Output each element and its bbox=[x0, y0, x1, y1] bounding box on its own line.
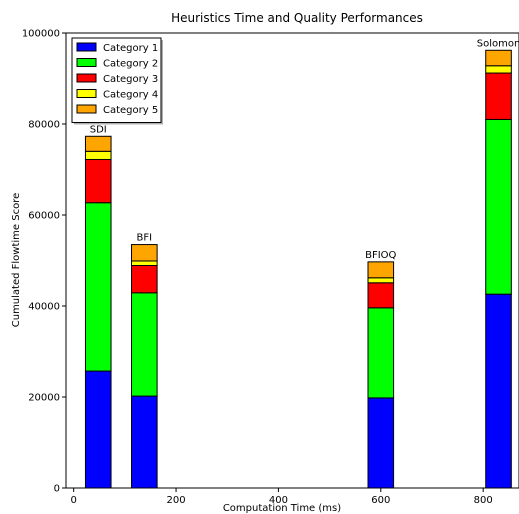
bar-segment bbox=[131, 265, 158, 294]
legend-swatch bbox=[76, 89, 97, 98]
x-axis-ticks: 0 200 400 600 800 bbox=[70, 488, 493, 506]
x-tick-label: 400 bbox=[269, 495, 288, 506]
bar-segment bbox=[485, 118, 512, 295]
bar-label: SDI bbox=[90, 124, 107, 135]
bar-segment bbox=[367, 307, 395, 399]
y-axis-label: Cumulated Flowtime Score bbox=[11, 193, 22, 328]
bar-segment bbox=[84, 202, 112, 372]
bar-label: BFI bbox=[137, 233, 153, 244]
bar-segment bbox=[485, 293, 512, 489]
bar-segment bbox=[84, 158, 112, 204]
y-tick-label: 20000 bbox=[28, 393, 60, 404]
x-tick-label: 600 bbox=[371, 495, 390, 506]
legend-label: Category 3 bbox=[103, 74, 158, 85]
legend-swatch bbox=[76, 104, 97, 114]
bar-segment bbox=[367, 397, 395, 489]
x-axis-label: Computation Time (ms) bbox=[223, 503, 341, 514]
bar-labels-group: SDI BFI BFIOQ Solomon bbox=[90, 38, 519, 261]
plot-frame bbox=[65, 32, 519, 489]
bar-segment bbox=[84, 370, 112, 489]
bar-segment bbox=[131, 395, 158, 489]
bar-segment bbox=[84, 150, 112, 160]
y-tick-label: 40000 bbox=[28, 302, 60, 313]
y-tick-label: 80000 bbox=[28, 120, 60, 131]
bar-segment bbox=[84, 135, 112, 152]
legend-label: Category 5 bbox=[103, 105, 158, 116]
legend-label: Category 1 bbox=[103, 43, 158, 54]
y-tick-label: 100000 bbox=[22, 29, 60, 40]
bar-segment bbox=[367, 282, 395, 309]
y-tick-label: 60000 bbox=[28, 211, 60, 222]
legend-swatch bbox=[76, 42, 97, 52]
y-axis-ticks: 0 20000 40000 60000 80000 100000 bbox=[22, 29, 66, 495]
y-tick-label: 0 bbox=[54, 484, 60, 495]
bar-segment bbox=[485, 72, 512, 120]
x-tick-label: 0 bbox=[70, 495, 76, 506]
bar-segment bbox=[131, 260, 158, 267]
legend-label: Category 4 bbox=[103, 90, 158, 101]
bar-segment bbox=[485, 65, 512, 74]
bar-segment bbox=[131, 292, 158, 397]
bar-label: Solomon bbox=[477, 38, 519, 49]
bars-group bbox=[84, 49, 512, 489]
x-tick-label: 800 bbox=[474, 495, 493, 506]
legend-swatch bbox=[76, 58, 97, 67]
bar-segment bbox=[131, 244, 158, 262]
bar-segment bbox=[367, 277, 395, 284]
bar-label: BFIOQ bbox=[365, 250, 396, 261]
bar-segment bbox=[367, 261, 395, 279]
bar-segment bbox=[485, 49, 512, 67]
legend-label: Category 2 bbox=[103, 59, 158, 70]
x-tick-label: 200 bbox=[167, 495, 186, 506]
legend-swatch bbox=[76, 73, 97, 83]
chart-title: Heuristics Time and Quality Performances bbox=[171, 11, 423, 25]
legend: Category 1 Category 2 Category 3 Category 4… bbox=[71, 37, 163, 125]
